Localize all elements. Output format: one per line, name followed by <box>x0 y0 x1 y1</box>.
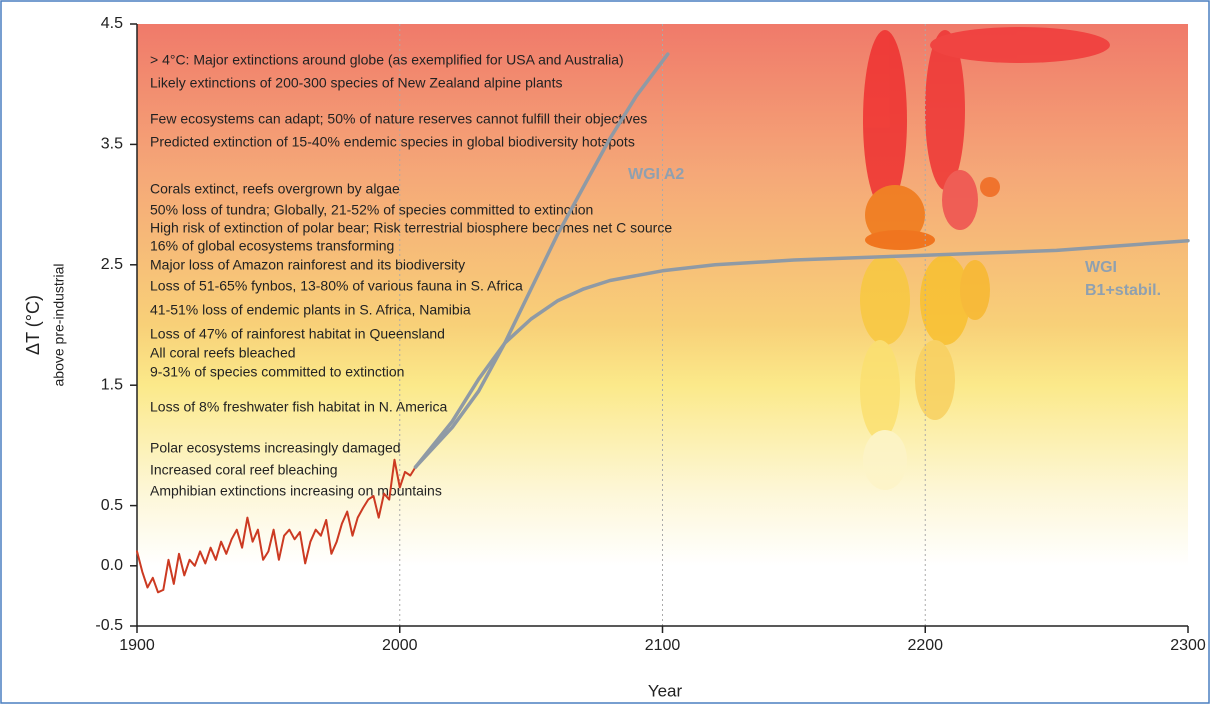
annotation: 16% of global ecosystems transforming <box>150 238 394 254</box>
annotation: Few ecosystems can adapt; 50% of nature … <box>150 111 647 127</box>
annotation: Polar ecosystems increasingly damaged <box>150 440 401 456</box>
annotation: Amphibian extinctions increasing on moun… <box>150 483 442 499</box>
model-label: B1+stabil. <box>1085 282 1161 299</box>
y-axis-sublabel: above pre-industrial <box>51 264 67 387</box>
model-label: WGI <box>1085 259 1117 276</box>
annotation: Loss of 47% of rainforest habitat in Que… <box>150 326 445 342</box>
annotation: 50% loss of tundra; Globally, 21-52% of … <box>150 202 593 218</box>
annotation: Major loss of Amazon rainforest and its … <box>150 257 465 273</box>
model-label: WGI A2 <box>628 166 684 183</box>
y-tick-label: 2.5 <box>101 256 123 273</box>
chart: WGI A2 WGI B1+stabil. Year ΔT (°C) above… <box>0 0 1210 704</box>
x-tick-label: 1900 <box>119 637 155 654</box>
x-axis-label: Year <box>648 681 683 700</box>
annotation: Likely extinctions of 200-300 species of… <box>150 75 562 91</box>
y-tick-label: 3.5 <box>101 136 123 153</box>
y-tick-label: 1.5 <box>101 376 123 393</box>
y-tick-label: 4.5 <box>101 15 123 32</box>
y-tick-label: 0.5 <box>101 497 123 514</box>
y-tick-label: -0.5 <box>95 617 123 634</box>
annotation: Loss of 51-65% fynbos, 13-80% of various… <box>150 278 523 294</box>
y-axis-label: ΔT (°C) <box>23 295 43 355</box>
x-tick-label: 2300 <box>1170 637 1206 654</box>
annotation: Corals extinct, reefs overgrown by algae <box>150 181 400 197</box>
y-tick-label: 0.0 <box>101 557 123 574</box>
annotation: Predicted extinction of 15-40% endemic s… <box>150 134 635 150</box>
annotation: High risk of extinction of polar bear; R… <box>150 220 672 236</box>
x-tick-label: 2000 <box>382 637 418 654</box>
annotation: All coral reefs bleached <box>150 345 296 361</box>
annotation: 9-31% of species committed to extinction <box>150 364 404 380</box>
x-tick-label: 2100 <box>645 637 681 654</box>
x-tick-label: 2200 <box>907 637 943 654</box>
annotation: Increased coral reef bleaching <box>150 462 338 478</box>
annotation: > 4°C: Major extinctions around globe (a… <box>150 52 624 68</box>
annotation: 41-51% loss of endemic plants in S. Afri… <box>150 302 471 318</box>
annotation: Loss of 8% freshwater fish habitat in N.… <box>150 399 447 415</box>
